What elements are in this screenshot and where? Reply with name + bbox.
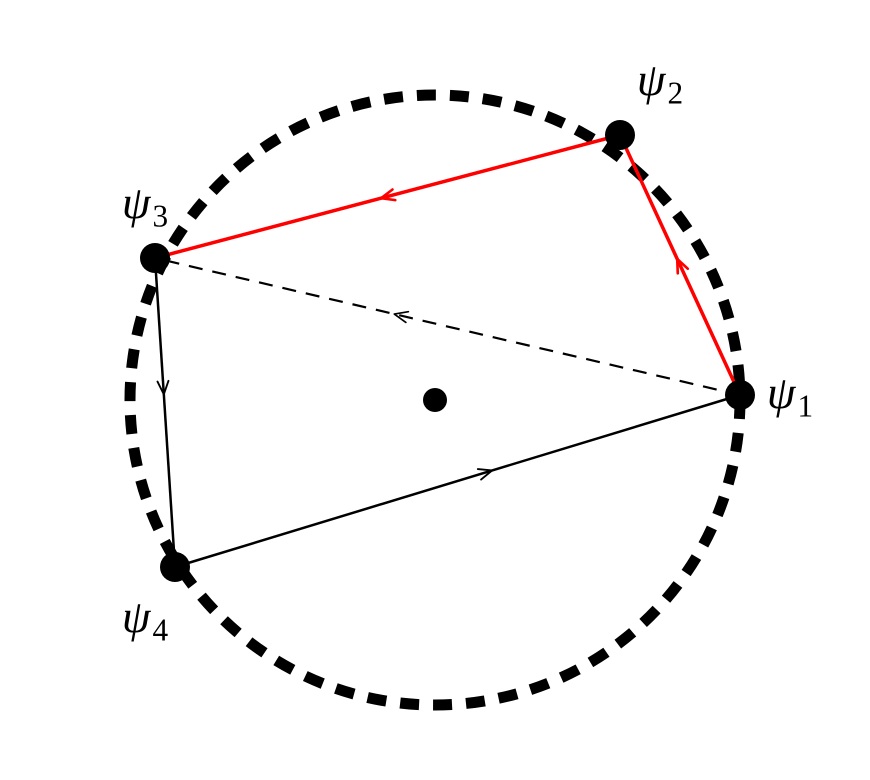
node-psi3 <box>140 243 170 273</box>
node-label-sub-psi1: 1 <box>797 388 813 423</box>
node-label-base-psi3: ψ <box>122 177 152 228</box>
node-psi1 <box>725 380 755 410</box>
node-psi4 <box>160 552 190 582</box>
node-label-base-psi1: ψ <box>767 367 797 418</box>
diagram-canvas: ψ1ψ2ψ3ψ4 <box>0 0 870 780</box>
node-label-base-psi2: ψ <box>637 54 667 105</box>
node-label-sub-psi3: 3 <box>152 198 168 233</box>
node-label-sub-psi4: 4 <box>152 612 168 647</box>
node-psi2 <box>605 120 635 150</box>
node-label-base-psi4: ψ <box>122 591 152 642</box>
node-label-sub-psi2: 2 <box>667 75 683 110</box>
center-dot <box>423 388 447 412</box>
